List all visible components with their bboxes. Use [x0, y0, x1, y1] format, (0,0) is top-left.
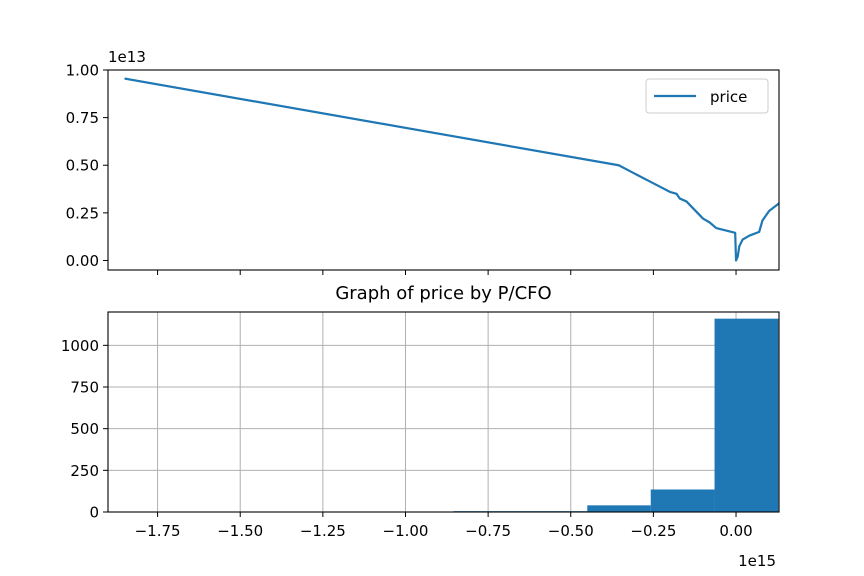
- histogram-title: Graph of price by P/CFO: [335, 283, 551, 304]
- histogram-bar: [650, 489, 715, 512]
- line-plot-x-axis: [157, 270, 737, 275]
- histogram-bar: [714, 318, 779, 512]
- histogram-x-tick-label: −1.75: [135, 522, 181, 540]
- histogram-y-tick-label: 250: [70, 462, 99, 480]
- histogram-x-tick-label: −0.75: [465, 522, 511, 540]
- line-plot-content: [124, 77, 780, 262]
- histogram-x-tick-label: −1.00: [383, 522, 429, 540]
- legend-price-label: price: [710, 88, 747, 106]
- price-series-line: [124, 77, 780, 262]
- histogram-y-tick-label: 0: [89, 504, 99, 522]
- line-plot-y-axis: 0.00 0.25 0.50 0.75 1.00: [66, 62, 108, 270]
- histogram-x-tick-label: −0.25: [630, 522, 676, 540]
- histogram-x-axis: −1.75 −1.50 −1.25 −1.00 −0.75 −0.50 −0.25 0.00: [135, 512, 753, 540]
- line-plot-y-tick-label: 0.75: [66, 109, 99, 127]
- histogram-bar: [587, 505, 651, 512]
- histogram-y-tick-label: 1000: [61, 337, 99, 355]
- histogram-y-tick-label: 750: [70, 379, 99, 397]
- line-plot-y-tick-label: 0.50: [66, 157, 99, 175]
- line-plot-y-tick-label: 1.00: [66, 62, 99, 80]
- histogram-x-tick-label: 0.00: [719, 522, 752, 540]
- histogram-panel: Graph of price by P/CFO 0 250 500 750 1000 −…: [61, 283, 780, 570]
- histogram-bars: [453, 318, 779, 512]
- histogram-y-axis: 0 250 500 750 1000: [61, 337, 108, 522]
- legend-box: [645, 78, 769, 114]
- line-plot-y-tick-label: 0.00: [66, 252, 99, 270]
- histogram-x-tick-label: −1.50: [217, 522, 263, 540]
- histogram-x-offset-text: 1e15: [738, 552, 776, 570]
- legend: price: [645, 78, 769, 114]
- line-plot-panel: 0.00 0.25 0.50 0.75 1.00 1e13 price: [66, 48, 780, 275]
- histogram-frame: [107, 311, 780, 513]
- histogram-y-tick-label: 500: [70, 420, 99, 438]
- histogram-x-tick-label: −0.50: [548, 522, 594, 540]
- line-plot-y-offset-text: 1e13: [108, 48, 146, 66]
- line-plot-y-tick-label: 0.25: [66, 204, 99, 222]
- line-plot-frame: [107, 69, 780, 271]
- histogram-x-tick-label: −1.25: [300, 522, 346, 540]
